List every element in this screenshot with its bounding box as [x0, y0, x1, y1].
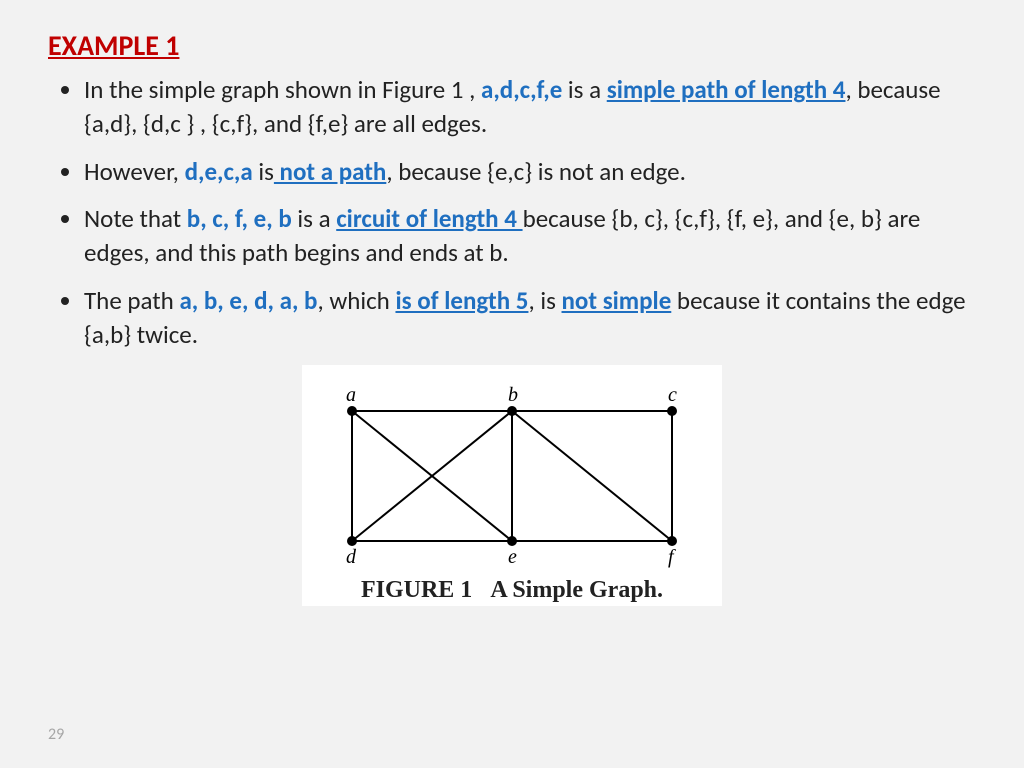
figure-title: A Simple Graph.: [490, 577, 663, 603]
text: , which: [317, 285, 395, 316]
highlight-path: a,d,c,f,e: [481, 74, 562, 105]
text: , because {e,c} is not an edge.: [386, 156, 686, 187]
highlight-definition: not a path: [274, 156, 386, 187]
text: is a: [562, 74, 606, 105]
page-number: 29: [48, 725, 64, 744]
graph-node-label: e: [508, 546, 517, 568]
highlight-path: a, b, e, d, a, b: [179, 285, 317, 316]
text: The path: [84, 285, 179, 316]
figure-container: a b c d e f FIGURE 1 A Simple Graph.: [302, 365, 722, 606]
graph-node: [667, 406, 677, 416]
text: In the simple graph shown in Figure 1 ,: [84, 74, 481, 105]
figure-caption: FIGURE 1 A Simple Graph.: [312, 577, 712, 606]
graph-node-label: c: [668, 384, 677, 406]
bullet-item: Note that b, c, f, e, b is a circuit of …: [84, 202, 976, 270]
figure-label: FIGURE 1: [361, 577, 472, 603]
graph-diagram: a b c d e f: [312, 371, 712, 571]
highlight-path: d,e,c,a: [185, 156, 253, 187]
text: Note that: [84, 203, 187, 234]
graph-node: [507, 536, 517, 546]
text: is a: [292, 203, 336, 234]
highlight-definition: simple path of length 4: [607, 74, 846, 105]
bullet-item: However, d,e,c,a is not a path, because …: [84, 155, 976, 189]
graph-node: [347, 406, 357, 416]
text: , is: [528, 285, 561, 316]
bullet-item: In the simple graph shown in Figure 1 , …: [84, 73, 976, 141]
slide: EXAMPLE 1 In the simple graph shown in F…: [0, 0, 1024, 768]
graph-node: [667, 536, 677, 546]
highlight-path: b, c, f, e, b: [187, 203, 292, 234]
graph-node-label: d: [346, 546, 357, 568]
bullet-list: In the simple graph shown in Figure 1 , …: [48, 73, 976, 351]
graph-node: [347, 536, 357, 546]
text: is: [253, 156, 274, 187]
example-title: EXAMPLE 1: [48, 28, 976, 63]
highlight-definition: circuit of length 4: [336, 203, 522, 234]
text: However,: [84, 156, 185, 187]
graph-node-label: a: [346, 384, 356, 406]
bullet-item: The path a, b, e, d, a, b, which is of l…: [84, 284, 976, 352]
highlight-definition: is of length 5: [395, 285, 528, 316]
graph-node-label: b: [508, 384, 518, 406]
highlight-definition: not simple: [562, 285, 672, 316]
graph-node: [507, 406, 517, 416]
graph-edge: [512, 411, 672, 541]
graph-node-label: f: [668, 546, 676, 568]
